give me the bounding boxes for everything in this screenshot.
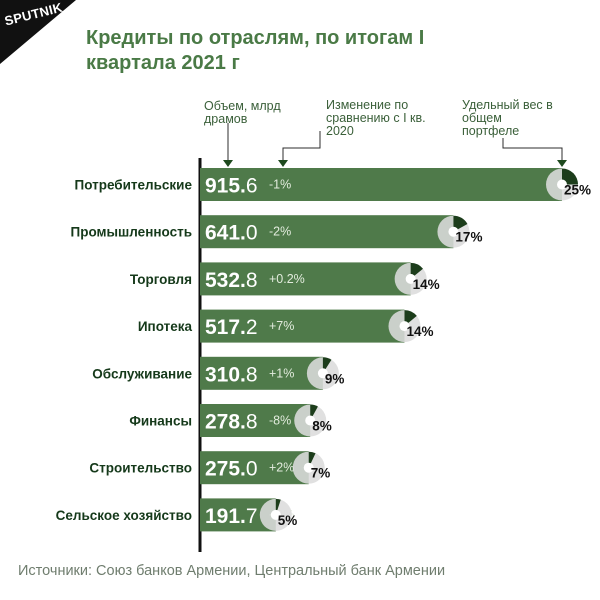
bar — [200, 451, 309, 485]
share-pie-hole — [405, 273, 416, 284]
share-label: 8% — [312, 419, 332, 434]
header-change: Изменение по сравнению с I кв. 2020 — [326, 98, 426, 138]
share-label: 9% — [325, 371, 345, 386]
value-decimal: 7 — [246, 505, 258, 528]
category-label: Потребительские — [74, 178, 192, 193]
marker-share — [557, 160, 567, 167]
share-label: 25% — [564, 183, 591, 198]
value-label: 641.0 — [205, 222, 258, 245]
chart-title: Кредиты по отраслям, по итогам I квартал… — [86, 27, 425, 74]
value-label: 310.8 — [205, 363, 258, 386]
value-integer: 915. — [205, 175, 246, 198]
sputnik-logo[interactable] — [0, 0, 76, 64]
value-decimal: 8 — [246, 269, 258, 292]
value-label: 275.0 — [205, 458, 258, 481]
share-label: 5% — [278, 513, 298, 528]
share-pie-hole — [448, 226, 459, 237]
share-pie-hole — [557, 179, 567, 190]
header-share: Удельный вес в общем портфеле — [462, 98, 553, 138]
value-label: 278.8 — [205, 411, 258, 434]
value-label: 532.8 — [205, 269, 258, 292]
share-pie-slice — [410, 262, 423, 279]
share-pie-hole — [317, 368, 328, 379]
value-label: 915.6 — [205, 175, 258, 198]
value-integer: 191. — [205, 505, 246, 528]
bar — [200, 356, 323, 390]
share-label: 17% — [455, 230, 482, 245]
change-label: +0.2% — [269, 272, 305, 286]
value-integer: 532. — [205, 269, 246, 292]
value-decimal: 6 — [246, 175, 258, 198]
share-label: 14% — [406, 324, 433, 339]
category-label: Обслуживание — [92, 366, 192, 381]
value-integer: 517. — [205, 316, 246, 339]
change-label: +1% — [269, 366, 294, 380]
share-pie-slice — [562, 168, 578, 185]
guide-change — [282, 131, 321, 160]
share-pie-hole — [303, 462, 314, 473]
share-label: 14% — [413, 277, 440, 292]
value-decimal: 8 — [246, 411, 258, 434]
change-label: +2% — [269, 461, 294, 475]
share-pie-hole — [305, 415, 316, 426]
marker-volume — [223, 160, 233, 167]
bar — [200, 404, 311, 437]
value-decimal: 8 — [246, 363, 258, 386]
value-integer: 278. — [205, 411, 246, 434]
change-label: +7% — [269, 319, 294, 333]
bar — [200, 309, 405, 343]
bar — [200, 262, 411, 296]
bar — [200, 215, 454, 249]
category-label: Промышленность — [71, 225, 193, 240]
change-label: -2% — [269, 225, 291, 239]
share-pie-slice — [404, 310, 417, 327]
header-guides — [223, 123, 567, 167]
share-label: 7% — [311, 466, 331, 481]
category-label: Строительство — [89, 461, 192, 476]
value-integer: 641. — [205, 222, 246, 245]
bar — [200, 168, 562, 201]
value-label: 517.2 — [205, 316, 258, 339]
source-note: Источники: Союз банков Армении, Централь… — [18, 563, 446, 579]
change-label: -8% — [269, 414, 291, 428]
category-label: Сельское хозяйство — [56, 508, 192, 523]
value-decimal: 0 — [246, 222, 258, 245]
category-label: Финансы — [129, 414, 192, 429]
header-volume: Объем, млрд драмов — [204, 99, 281, 126]
share-pie-slice — [453, 215, 468, 232]
value-integer: 310. — [205, 363, 246, 386]
share-pie-hole — [399, 321, 410, 332]
value-label: 191.7 — [205, 505, 258, 528]
guide-share — [502, 138, 563, 160]
share-pie-hole — [270, 509, 281, 520]
marker-change — [278, 160, 288, 167]
category-label: Торговля — [130, 272, 192, 287]
value-decimal: 2 — [246, 316, 258, 339]
value-decimal: 0 — [246, 458, 258, 481]
value-integer: 275. — [205, 458, 246, 481]
change-label: -1% — [269, 178, 291, 192]
category-label: Ипотека — [138, 319, 193, 334]
